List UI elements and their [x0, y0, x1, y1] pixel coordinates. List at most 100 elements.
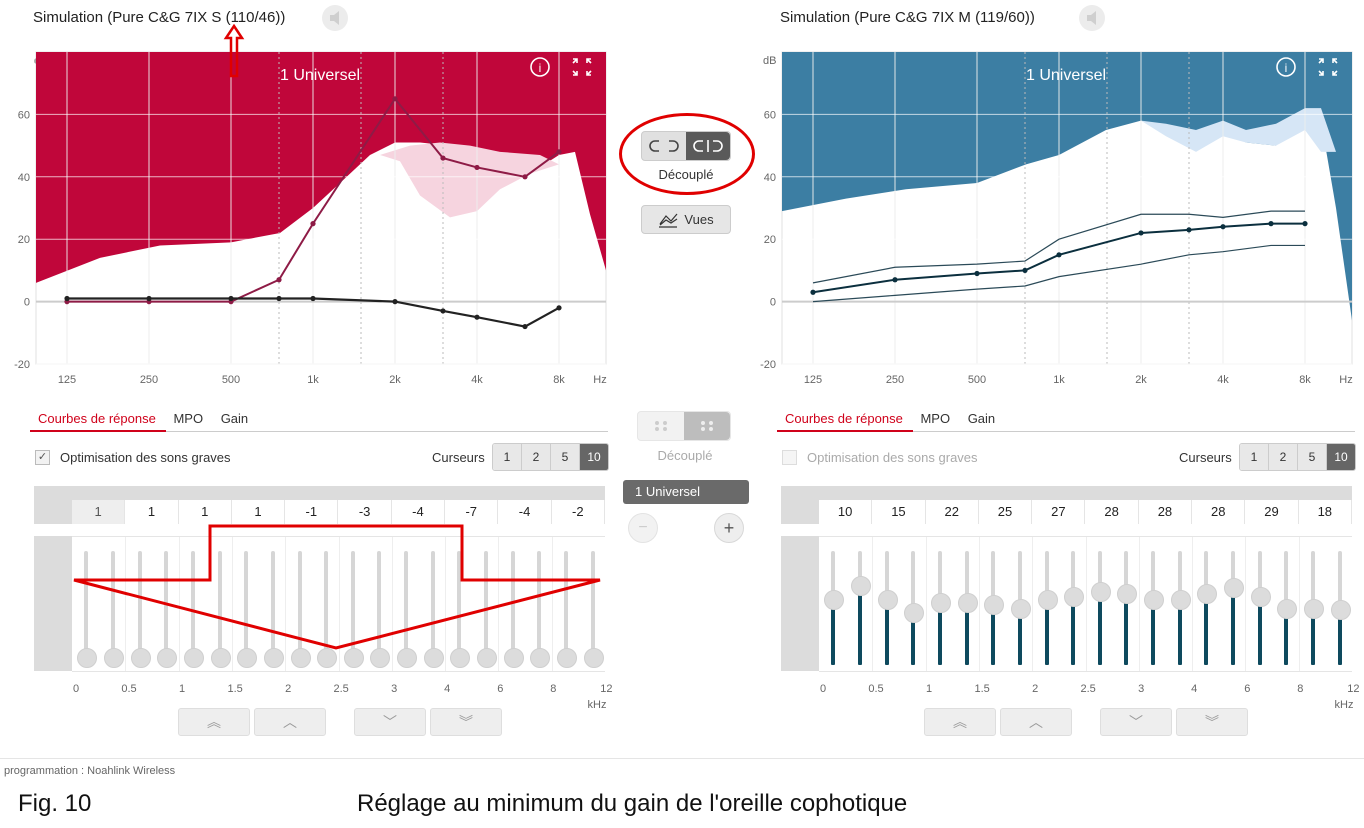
- left-step-up-button[interactable]: ︿: [254, 708, 326, 736]
- decoupled-link-icon[interactable]: [686, 132, 730, 160]
- gain-slider-knob[interactable]: [984, 595, 1005, 615]
- gain-slider-knob[interactable]: [1037, 589, 1058, 610]
- cursor-option-1[interactable]: 1: [1240, 444, 1269, 470]
- gain-slider-knob[interactable]: [1117, 584, 1138, 605]
- gain-slider[interactable]: [484, 551, 489, 657]
- gain-slider[interactable]: [350, 551, 355, 657]
- left-step-down-fast-button[interactable]: ︾: [430, 708, 502, 736]
- left-step-up-fast-button[interactable]: ︽: [178, 708, 250, 736]
- gain-slider[interactable]: [110, 551, 115, 657]
- right-speaker-icon[interactable]: [1079, 5, 1105, 31]
- gain-slider-knob[interactable]: [877, 589, 898, 610]
- gain-cell[interactable]: 25: [978, 500, 1033, 524]
- cursor-option-2[interactable]: 2: [522, 444, 551, 470]
- gain-slider-knob[interactable]: [423, 648, 444, 668]
- gain-slider-knob[interactable]: [530, 648, 551, 668]
- gain-slider[interactable]: [404, 551, 409, 657]
- gain-slider-knob[interactable]: [1330, 600, 1351, 621]
- left-expand-icon[interactable]: [572, 58, 592, 76]
- gain-slider-knob[interactable]: [1250, 586, 1271, 607]
- gain-slider[interactable]: [190, 551, 195, 657]
- gain-slider[interactable]: [217, 551, 222, 657]
- left-step-down-button[interactable]: ﹀: [354, 708, 426, 736]
- gain-slider-knob[interactable]: [477, 648, 498, 668]
- gain-slider-knob[interactable]: [1090, 582, 1111, 603]
- left-cursor-selector[interactable]: 1 2 5 10: [492, 443, 609, 471]
- gain-slider[interactable]: [457, 551, 462, 657]
- tab-courbes[interactable]: Courbes de réponse: [38, 411, 156, 426]
- gain-slider[interactable]: [84, 551, 89, 657]
- gain-slider-knob[interactable]: [317, 648, 338, 668]
- gain-slider-knob[interactable]: [583, 648, 604, 668]
- gain-cell[interactable]: 1: [178, 500, 232, 524]
- views-button[interactable]: Vues: [641, 205, 731, 234]
- gain-cell[interactable]: 28: [1138, 500, 1193, 524]
- left-optimisation-checkbox[interactable]: ✓: [35, 450, 50, 465]
- right-step-down-button[interactable]: ﹀: [1100, 708, 1172, 736]
- gain-slider-knob[interactable]: [290, 648, 311, 668]
- coupling-toggle[interactable]: [641, 131, 731, 161]
- gain-slider[interactable]: [324, 551, 329, 657]
- coupled-link-icon[interactable]: [642, 132, 686, 160]
- right-cursor-selector[interactable]: 1 2 5 10: [1239, 443, 1356, 471]
- gain-slider-knob[interactable]: [850, 575, 871, 596]
- gain-slider[interactable]: [564, 551, 569, 657]
- program-list-item[interactable]: 1 Universel: [623, 480, 749, 504]
- gain-cell[interactable]: 22: [925, 500, 979, 524]
- gain-cell[interactable]: -2: [551, 500, 605, 524]
- right-step-up-button[interactable]: ︿: [1000, 708, 1072, 736]
- cursor-option-5[interactable]: 5: [1298, 444, 1327, 470]
- gain-slider-knob[interactable]: [130, 648, 151, 668]
- right-optimisation-checkbox[interactable]: [782, 450, 797, 465]
- gain-slider-knob[interactable]: [397, 648, 418, 668]
- cursor-option-10[interactable]: 10: [1327, 444, 1355, 470]
- gain-cell[interactable]: -4: [391, 500, 446, 524]
- gain-cell[interactable]: 29: [1245, 500, 1299, 524]
- gain-slider-knob[interactable]: [157, 648, 178, 668]
- gain-cell[interactable]: 15: [872, 500, 926, 524]
- gain-slider-knob[interactable]: [183, 648, 204, 668]
- right-expand-icon[interactable]: [1318, 58, 1338, 76]
- tab-mpo[interactable]: MPO: [920, 411, 951, 426]
- gain-slider[interactable]: [244, 551, 249, 657]
- gain-slider-knob[interactable]: [1224, 578, 1245, 599]
- gain-slider[interactable]: [297, 551, 302, 657]
- gain-slider-knob[interactable]: [503, 648, 524, 668]
- gain-slider[interactable]: [430, 551, 435, 657]
- tab-mpo[interactable]: MPO: [173, 411, 204, 426]
- right-step-up-fast-button[interactable]: ︽: [924, 708, 996, 736]
- gain-slider-knob[interactable]: [1144, 589, 1165, 610]
- gain-cell[interactable]: -4: [498, 500, 552, 524]
- gain-cell[interactable]: 10: [819, 500, 873, 524]
- gain-slider[interactable]: [537, 551, 542, 657]
- gain-cell[interactable]: 27: [1032, 500, 1086, 524]
- gain-slider[interactable]: [377, 551, 382, 657]
- gain-slider-knob[interactable]: [370, 648, 391, 668]
- gain-slider[interactable]: [137, 551, 142, 657]
- gain-cell[interactable]: 28: [1192, 500, 1246, 524]
- gain-cell[interactable]: 1: [72, 500, 126, 524]
- gain-slider-knob[interactable]: [557, 648, 578, 668]
- tab-courbes[interactable]: Courbes de réponse: [785, 411, 903, 426]
- gain-slider-knob[interactable]: [77, 648, 98, 668]
- gain-cell[interactable]: 1: [231, 500, 286, 524]
- gain-cell[interactable]: -1: [285, 500, 339, 524]
- gain-slider-knob[interactable]: [824, 589, 845, 610]
- gain-slider-knob[interactable]: [450, 648, 471, 668]
- right-step-down-fast-button[interactable]: ︾: [1176, 708, 1248, 736]
- gain-slider-knob[interactable]: [103, 648, 124, 668]
- gain-slider-knob[interactable]: [1277, 599, 1298, 620]
- cursor-option-2[interactable]: 2: [1269, 444, 1298, 470]
- gain-cell[interactable]: -3: [338, 500, 392, 524]
- left-info-icon[interactable]: i: [530, 57, 550, 77]
- mapping-toggle[interactable]: [637, 411, 731, 441]
- gain-slider-knob[interactable]: [957, 592, 978, 613]
- gain-slider-knob[interactable]: [1197, 584, 1218, 605]
- cursor-option-10[interactable]: 10: [580, 444, 608, 470]
- gain-slider-knob[interactable]: [237, 648, 258, 668]
- gain-slider-knob[interactable]: [1064, 586, 1085, 607]
- gain-slider-knob[interactable]: [904, 603, 925, 624]
- add-program-button[interactable]: +: [714, 513, 744, 543]
- remove-program-button[interactable]: −: [628, 513, 658, 543]
- tab-gain[interactable]: Gain: [967, 411, 996, 426]
